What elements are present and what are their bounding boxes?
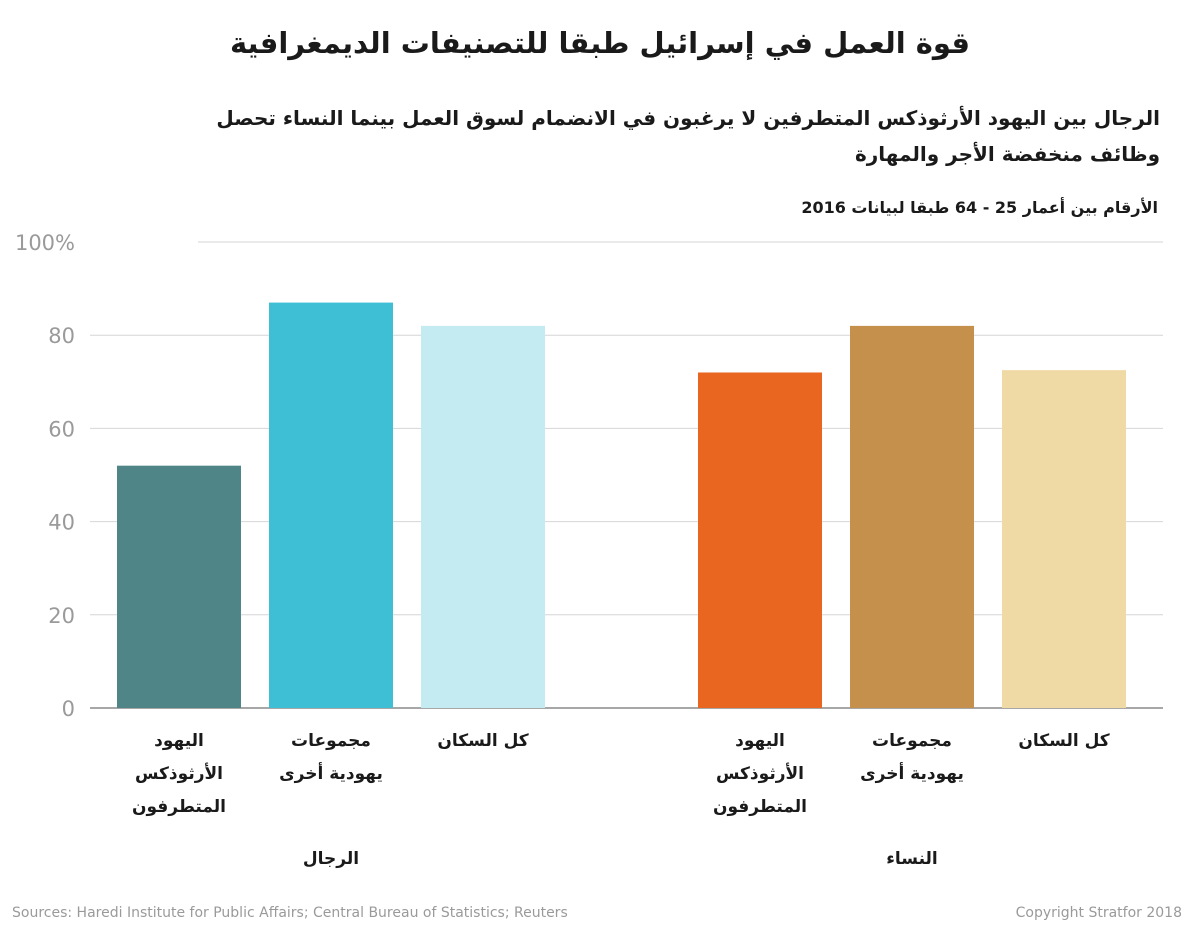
bar-men-2 [421,325,545,708]
y-tick-label: 40 [48,511,75,535]
category-label: المتطرفون [713,797,807,817]
grid-lines [90,241,1163,709]
chart-subtitle: الرجال بين اليهود الأرثوذكس المتطرفين لا… [216,106,1160,166]
category-labels: اليهود الأرثوذكس المتطرفون مجموعات يهودية أخ… [132,731,1110,817]
category-label: يهودية أخرى [860,762,964,784]
copyright-text: Copyright Stratfor 2018 [1015,905,1182,921]
category-label: مجموعات [291,731,371,751]
group-labels: الرجال النساء [303,849,938,869]
group-label-women: النساء [886,849,938,869]
bar-women-0 [698,372,822,708]
y-axis-ticks: 0 20 40 60 80 100% [15,231,75,721]
group-label-men: الرجال [303,849,359,869]
y-tick-label: 100% [15,231,75,255]
chart-title: قوة العمل في إسرائيل طبقا للتصنيفات الدي… [229,26,971,60]
category-label: مجموعات [872,731,952,751]
bar-women-2 [1002,370,1126,708]
y-tick-label: 20 [48,604,75,628]
category-label: اليهود [154,731,204,751]
bar-men-0 [117,465,241,708]
category-label: كل السكان [437,731,528,751]
sources-text: Sources: Haredi Institute for Public Aff… [12,905,568,921]
bar-chart: 0 20 40 60 80 100% اليهود الأرثوذكس المتطرفون مج… [15,231,1163,869]
category-label: اليهود [735,731,785,751]
y-tick-label: 0 [62,697,75,721]
bar-women-1 [850,325,974,708]
category-label: يهودية أخرى [279,762,383,784]
category-label: المتطرفون [132,797,226,817]
bar-men-1 [269,302,393,708]
data-note: الأرقام بين أعمار 25 - 64 طبقا لبيانات 2… [801,198,1158,217]
y-tick-label: 80 [48,324,75,348]
bars [117,302,1126,708]
category-label: الأرثوذكس [716,763,804,784]
y-tick-label: 60 [48,417,75,441]
category-label: كل السكان [1018,731,1109,751]
category-label: الأرثوذكس [135,763,223,784]
